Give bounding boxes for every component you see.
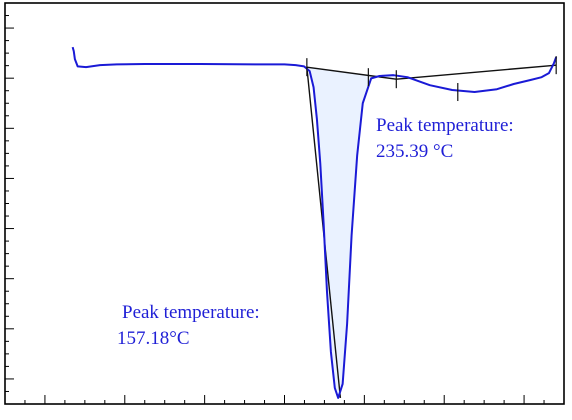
baseline-line	[306, 66, 397, 80]
peak-annotation-1-value: 157.18°C	[117, 328, 190, 349]
integration-markers	[306, 56, 557, 102]
peak-annotation-2-label: Peak temperature:	[376, 115, 514, 136]
peak-annotation-2-value: 235.39 °C	[376, 141, 454, 162]
peak-annotation-2: Peak temperature: 235.39 °C	[376, 113, 514, 165]
plot-frame	[4, 2, 565, 405]
peak-annotation-1-label: Peak temperature:	[122, 302, 260, 323]
axis-ticks	[4, 2, 565, 405]
dsc-curve	[71, 46, 558, 399]
baseline-line	[396, 64, 557, 80]
peak-annotation-1: Peak temperature: 157.18°C	[117, 300, 260, 352]
